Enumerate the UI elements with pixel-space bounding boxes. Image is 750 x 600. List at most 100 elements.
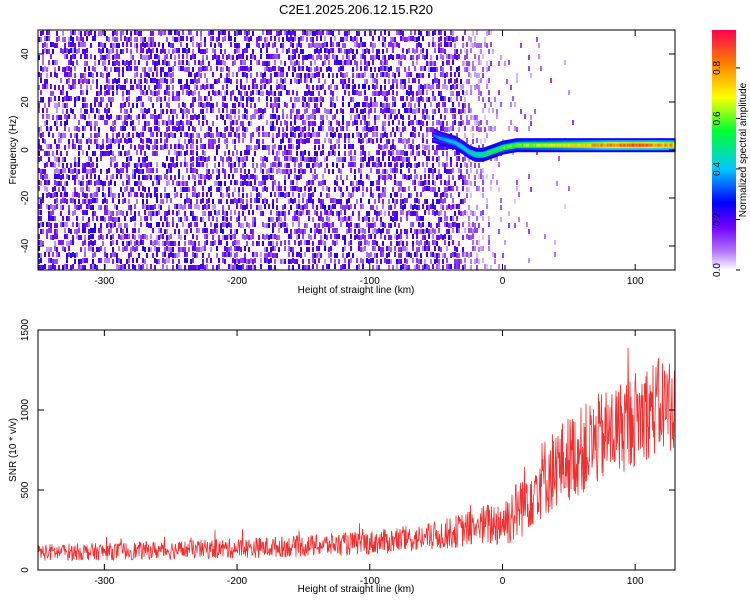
heatmap-cell <box>426 31 428 36</box>
heatmap-cell <box>122 67 124 72</box>
heatmap-cell <box>200 85 202 90</box>
heatmap-cell <box>62 31 64 36</box>
heatmap-cell <box>272 241 274 246</box>
heatmap-cell <box>282 109 284 114</box>
heatmap-cell <box>360 66 362 71</box>
heatmap-cell <box>122 85 124 90</box>
heatmap-cell <box>202 49 204 54</box>
heatmap-cell <box>364 120 366 125</box>
heatmap-cell <box>462 180 464 185</box>
heatmap-cell <box>242 132 244 137</box>
heatmap-cell <box>38 210 40 215</box>
heatmap-cell <box>384 96 386 101</box>
heatmap-cell <box>348 30 350 35</box>
heatmap-cell <box>120 108 122 113</box>
heatmap-cell <box>116 115 118 120</box>
heatmap-cell <box>444 192 446 197</box>
heatmap-cell <box>222 115 224 120</box>
heatmap-cell <box>308 31 310 36</box>
heatmap-cell <box>344 49 346 54</box>
heatmap-cell <box>242 126 244 131</box>
heatmap-cell <box>68 72 70 77</box>
heatmap-cell <box>354 175 356 180</box>
heatmap-cell <box>146 79 148 84</box>
heatmap-cell <box>320 36 322 41</box>
heatmap-cell <box>360 54 362 59</box>
heatmap-cell <box>82 97 84 102</box>
heatmap-cell <box>206 55 208 60</box>
heatmap-cell <box>440 217 442 222</box>
heatmap-cell <box>142 126 144 131</box>
heatmap-cell <box>142 240 144 245</box>
heatmap-cell <box>262 187 264 192</box>
heatmap-cell <box>166 79 168 84</box>
heatmap-cell <box>290 198 292 203</box>
heatmap-cell <box>322 126 324 131</box>
heatmap-cell <box>262 241 264 246</box>
heatmap-cell <box>372 217 374 222</box>
heatmap-cell <box>258 126 260 131</box>
heatmap-cell <box>312 241 314 246</box>
heatmap-cell <box>270 175 272 180</box>
heatmap-cell <box>106 109 108 114</box>
heatmap-cell <box>168 120 170 125</box>
heatmap-cell <box>464 67 466 72</box>
heatmap-cell <box>370 102 372 107</box>
heatmap-cell <box>430 61 432 66</box>
heatmap-cell <box>162 199 164 204</box>
heatmap-cell <box>414 229 416 234</box>
heatmap-cell <box>418 199 420 204</box>
heatmap-cell <box>262 43 264 48</box>
heatmap-cell <box>60 240 62 245</box>
heatmap-cell <box>252 229 254 234</box>
heatmap-cell <box>218 199 220 204</box>
heatmap-cell <box>54 163 56 168</box>
heatmap-cell <box>234 264 236 269</box>
heatmap-cell <box>206 102 208 107</box>
heatmap-cell <box>178 48 180 53</box>
heatmap-cell <box>38 204 40 209</box>
heatmap-cell <box>44 121 46 126</box>
heatmap-cell <box>226 84 228 89</box>
heatmap-cell <box>132 234 134 239</box>
heatmap-cell <box>118 210 120 215</box>
heatmap-cell <box>242 103 244 108</box>
heatmap-cell <box>84 54 86 59</box>
heatmap-cell <box>162 264 164 269</box>
heatmap-cell <box>84 168 86 173</box>
heatmap-cell <box>290 229 292 234</box>
heatmap-cell <box>166 121 168 126</box>
heatmap-cell <box>94 211 96 216</box>
heatmap-cell <box>474 120 476 125</box>
heatmap-cell <box>282 211 284 216</box>
heatmap-cell <box>158 241 160 246</box>
heatmap-cell <box>276 217 278 222</box>
heatmap-cell <box>230 163 232 168</box>
heatmap-cell <box>172 259 174 264</box>
heatmap-cell <box>388 223 390 228</box>
heatmap-cell <box>284 156 286 161</box>
heatmap-cell <box>236 97 238 102</box>
heatmap-cell <box>400 217 402 222</box>
heatmap-cell <box>272 234 274 239</box>
heatmap-cell <box>76 174 78 179</box>
heatmap-cell <box>128 180 130 185</box>
heatmap-cell <box>220 156 222 161</box>
heatmap-cell <box>428 229 430 234</box>
heatmap-cell <box>344 144 346 149</box>
heatmap-cell <box>250 115 252 120</box>
heatmap-cell <box>198 133 200 138</box>
heatmap-cell <box>186 67 188 72</box>
heatmap-cell <box>386 169 388 174</box>
heatmap-cell <box>82 228 84 233</box>
heatmap-cell <box>166 198 168 203</box>
heatmap-cell <box>408 66 410 71</box>
heatmap-cell <box>424 103 426 108</box>
heatmap-cell <box>70 240 72 245</box>
heatmap-cell <box>144 216 146 221</box>
heatmap-cell <box>486 198 488 203</box>
heatmap-cell <box>462 222 464 227</box>
heatmap-cell <box>224 133 226 138</box>
heatmap-cell <box>252 49 254 54</box>
heatmap-cell <box>226 90 228 95</box>
